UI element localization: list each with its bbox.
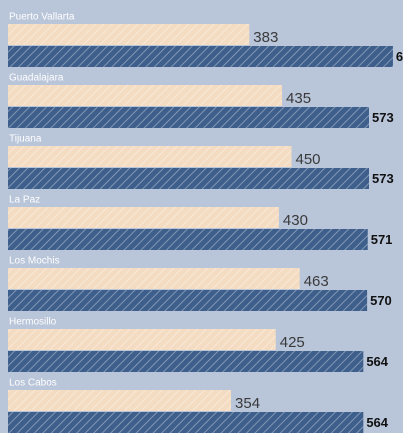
category-label: Puerto Vallarta — [9, 12, 75, 23]
value-label: 354 — [235, 395, 260, 412]
bar-hatch — [8, 390, 232, 411]
value-label: 564 — [366, 354, 388, 369]
value-label: 573 — [372, 171, 394, 186]
value-label: 383 — [253, 29, 278, 46]
bar-hatch — [8, 24, 250, 45]
value-label: 435 — [286, 90, 311, 107]
bar-hatch — [8, 207, 279, 228]
bar-hatch — [8, 107, 369, 128]
bar-hatch — [8, 229, 368, 250]
value-label: 573 — [372, 110, 394, 125]
bar-hatch — [8, 46, 393, 67]
bar-hatch — [8, 85, 283, 106]
bar-hatch — [8, 329, 276, 350]
category-label: La Paz — [9, 195, 40, 206]
bar-hatch — [8, 168, 369, 189]
value-label: 571 — [371, 232, 393, 247]
value-label: 570 — [370, 293, 392, 308]
category-label: Hermosillo — [9, 317, 57, 328]
category-label: Guadalajara — [9, 73, 64, 84]
category-label: Tijuana — [9, 134, 42, 145]
bar-hatch — [8, 351, 364, 372]
category-label: Los Mochis — [9, 256, 60, 267]
value-label: 611 — [396, 49, 403, 64]
value-label: 425 — [280, 334, 305, 351]
bar-hatch — [8, 146, 292, 167]
bar-hatch — [8, 290, 368, 311]
bar-hatch — [8, 412, 364, 433]
value-label: 430 — [283, 212, 308, 229]
bar-hatch — [8, 268, 300, 289]
value-label: 463 — [304, 273, 329, 290]
value-label: 450 — [296, 151, 321, 168]
category-label: Los Cabos — [9, 378, 57, 389]
value-label: 564 — [366, 415, 388, 430]
